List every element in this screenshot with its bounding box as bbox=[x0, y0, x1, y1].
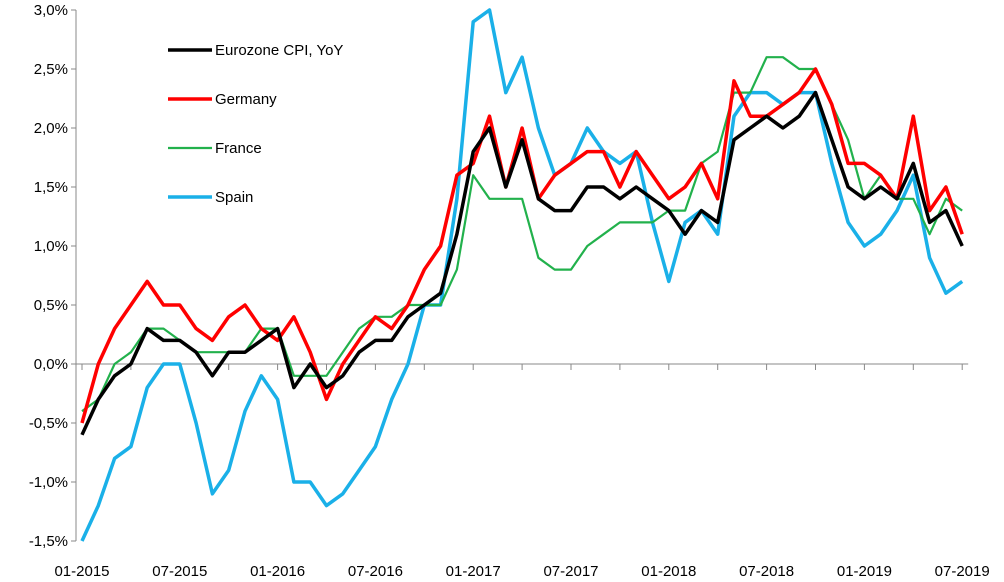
series-line-germany bbox=[80, 67, 964, 424]
y-tick-label: 2,5% bbox=[34, 61, 68, 78]
x-tick-label: 07-2016 bbox=[348, 563, 403, 580]
y-tick-label: -1,0% bbox=[29, 474, 68, 491]
legend-label: Spain bbox=[215, 189, 253, 206]
x-tick-label: 01-2015 bbox=[54, 563, 109, 580]
x-tick-label: 07-2019 bbox=[935, 563, 990, 580]
y-tick-label: 0,5% bbox=[34, 297, 68, 314]
x-tick-label: 07-2015 bbox=[152, 563, 207, 580]
y-tick-label: 1,0% bbox=[34, 238, 68, 255]
x-tick-label: 01-2018 bbox=[641, 563, 696, 580]
series-line-eurozone-cpi-yoy bbox=[80, 90, 964, 436]
legend-label: Germany bbox=[215, 91, 277, 108]
series-line-france bbox=[81, 56, 963, 413]
y-tick-label: 3,0% bbox=[34, 2, 68, 19]
y-tick-label: -0,5% bbox=[29, 415, 68, 432]
x-tick-label: 07-2017 bbox=[543, 563, 598, 580]
y-tick-label: 1,5% bbox=[34, 179, 68, 196]
x-tick-label: 01-2017 bbox=[446, 563, 501, 580]
y-tick-label: -1,5% bbox=[29, 533, 68, 550]
y-tick-label: 0,0% bbox=[34, 356, 68, 373]
legend-label: Eurozone CPI, YoY bbox=[215, 42, 343, 59]
series-line-spain bbox=[80, 8, 964, 542]
x-tick-label: 07-2018 bbox=[739, 563, 794, 580]
y-axis: -1,5% -1,0% -0,5% 0,0% 0,5% 1,0% 1,5% 2,0% 2,5% 3… bbox=[29, 2, 77, 550]
y-tick-label: 2,0% bbox=[34, 120, 68, 137]
x-axis: 01-2015 07-2015 01-2016 07-2016 01-2017 07-20… bbox=[54, 363, 990, 580]
x-tick-label: 01-2019 bbox=[837, 563, 892, 580]
legend-label: France bbox=[215, 140, 262, 157]
legend: Eurozone CPI, YoY Germany France Spain bbox=[168, 42, 343, 206]
series-lines bbox=[80, 8, 964, 542]
x-tick-label: 01-2016 bbox=[250, 563, 305, 580]
